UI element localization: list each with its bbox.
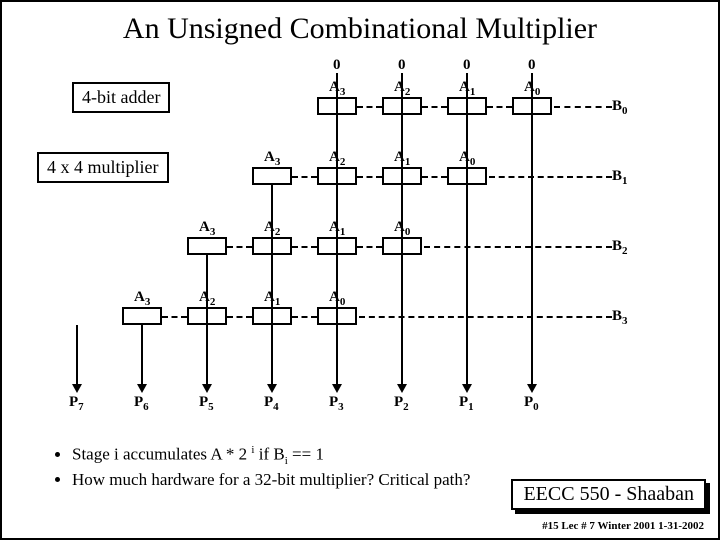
zero-input: 0: [333, 57, 341, 74]
arrow-down-icon: [462, 384, 472, 393]
a-label: A3: [199, 219, 215, 238]
bullet-list: Stage i accumulates A * 2 i if Bi == 1 Ho…: [32, 444, 470, 493]
stage-wire: [401, 255, 403, 307]
vertical-wire: [76, 325, 78, 386]
course-footer: EECC 550 - Shaaban: [511, 479, 706, 510]
a-label: A3: [264, 149, 280, 168]
b-label: B1: [612, 168, 628, 187]
adder-cell: [252, 167, 292, 185]
p-label: P0: [524, 394, 539, 413]
adder-label-box: 4-bit adder: [72, 82, 170, 113]
p-label: P5: [199, 394, 214, 413]
arrow-down-icon: [267, 384, 277, 393]
p-label: P1: [459, 394, 474, 413]
stage-wire: [206, 255, 208, 307]
b-wire: [489, 176, 612, 178]
stage-wire: [336, 255, 338, 307]
stage-wire: [531, 115, 533, 167]
row-wire: [422, 106, 447, 108]
multiplier-diagram: 00004-bit adder4 x 4 multiplierA3A2A1A0B…: [2, 57, 720, 427]
p-label: P4: [264, 394, 279, 413]
bullet-item: How much hardware for a 32-bit multiplie…: [72, 470, 470, 490]
arrow-down-icon: [202, 384, 212, 393]
stage-wire: [336, 115, 338, 167]
p-label: P3: [329, 394, 344, 413]
p-label: P6: [134, 394, 149, 413]
adder-cell: [122, 307, 162, 325]
row-wire: [162, 316, 187, 318]
row-wire: [357, 176, 382, 178]
zero-input: 0: [528, 57, 536, 74]
stage-wire: [271, 255, 273, 307]
row-wire: [422, 176, 447, 178]
vertical-wire: [141, 325, 143, 386]
row-wire: [292, 176, 317, 178]
stage-wire: [271, 185, 273, 237]
adder-cell: [187, 237, 227, 255]
zero-input: 0: [463, 57, 471, 74]
row-wire: [292, 246, 317, 248]
arrow-down-icon: [72, 384, 82, 393]
arrow-down-icon: [527, 384, 537, 393]
stage-wire: [336, 185, 338, 237]
slide-info: #15 Lec # 7 Winter 2001 1-31-2002: [542, 520, 704, 532]
stage-wire: [466, 185, 468, 237]
page-title: An Unsigned Combinational Multiplier: [2, 12, 718, 46]
b-wire: [359, 316, 612, 318]
b-label: B2: [612, 238, 628, 257]
arrow-down-icon: [137, 384, 147, 393]
p-label: P7: [69, 394, 84, 413]
multiplier-label-box: 4 x 4 multiplier: [37, 152, 169, 183]
row-wire: [357, 246, 382, 248]
zero-wire: [531, 73, 533, 97]
b-wire: [554, 106, 612, 108]
row-wire: [487, 106, 512, 108]
stage-wire: [401, 185, 403, 237]
zero-wire: [466, 73, 468, 97]
row-wire: [227, 316, 252, 318]
row-wire: [357, 106, 382, 108]
b-wire: [424, 246, 612, 248]
stage-wire: [401, 115, 403, 167]
zero-input: 0: [398, 57, 406, 74]
row-wire: [227, 246, 252, 248]
b-label: B3: [612, 308, 628, 327]
zero-wire: [336, 73, 338, 97]
row-wire: [292, 316, 317, 318]
p-label: P2: [394, 394, 409, 413]
arrow-down-icon: [397, 384, 407, 393]
b-label: B0: [612, 98, 628, 117]
zero-wire: [401, 73, 403, 97]
stage-wire: [466, 115, 468, 167]
a-label: A3: [134, 289, 150, 308]
arrow-down-icon: [332, 384, 342, 393]
bullet-item: Stage i accumulates A * 2 i if Bi == 1: [72, 444, 470, 467]
